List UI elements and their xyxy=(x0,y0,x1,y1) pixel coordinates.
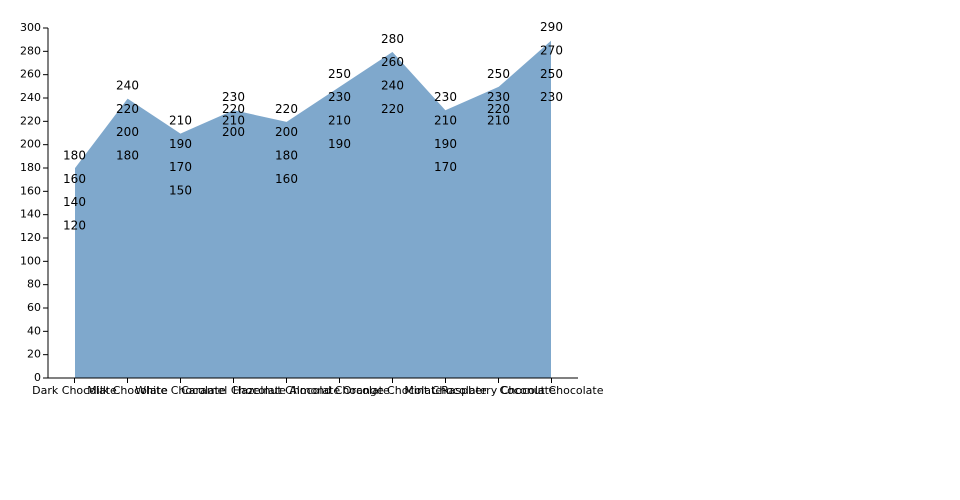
data-label: 250 xyxy=(487,67,510,81)
data-label: 180 xyxy=(63,149,86,163)
y-tick-label: 60 xyxy=(27,301,41,314)
data-label: 170 xyxy=(434,160,457,174)
data-label: 200 xyxy=(116,125,139,139)
data-label: 290 xyxy=(540,20,563,34)
x-tick-label: Caramel Chocolate xyxy=(181,384,286,397)
x-tick-label: White Chocolate xyxy=(135,384,226,397)
data-label: 120 xyxy=(63,219,86,233)
data-label: 140 xyxy=(63,195,86,209)
y-tick-label: 40 xyxy=(27,324,41,337)
y-tick-label: 120 xyxy=(20,231,41,244)
data-label: 190 xyxy=(434,137,457,151)
y-tick-label: 220 xyxy=(20,114,41,127)
y-tick-label: 240 xyxy=(20,91,41,104)
y-tick-label: 260 xyxy=(20,68,41,81)
data-label: 260 xyxy=(381,55,404,69)
data-label: 210 xyxy=(434,114,457,128)
data-label: 240 xyxy=(116,79,139,93)
x-tick-label: Milk Chocolate xyxy=(87,384,168,397)
area xyxy=(74,38,552,379)
data-label: 210 xyxy=(328,114,351,128)
data-label: 220 xyxy=(275,102,298,116)
data-label: 270 xyxy=(540,44,563,58)
data-label: 240 xyxy=(381,79,404,93)
y-tick-label: 80 xyxy=(27,278,41,291)
data-label: 230 xyxy=(222,90,245,104)
y-tick-label: 200 xyxy=(20,138,41,151)
data-label: 210 xyxy=(487,114,510,128)
x-tick-label: Orange Chocolate xyxy=(343,384,442,397)
data-label: 180 xyxy=(275,149,298,163)
data-label: 210 xyxy=(222,114,245,128)
y-tick-label: 0 xyxy=(34,371,41,384)
data-label: 180 xyxy=(116,149,139,163)
x-tick-label: Raspberry Chocolate xyxy=(441,384,556,397)
y-tick-label: 180 xyxy=(20,161,41,174)
data-label: 200 xyxy=(275,125,298,139)
data-label: 250 xyxy=(540,67,563,81)
x-tick-label: Coconut Chocolate xyxy=(500,384,604,397)
y-tick-label: 100 xyxy=(20,254,41,267)
x-tick-label: Mint Chocolate xyxy=(404,384,487,397)
data-label: 230 xyxy=(434,90,457,104)
data-label: 220 xyxy=(222,102,245,116)
y-tick-label: 20 xyxy=(27,348,41,361)
y-tick-label: 160 xyxy=(20,184,41,197)
data-label: 160 xyxy=(275,172,298,186)
data-label: 230 xyxy=(328,90,351,104)
data-label: 190 xyxy=(328,137,351,151)
data-label: 200 xyxy=(222,125,245,139)
data-label: 190 xyxy=(169,137,192,151)
data-label: 280 xyxy=(381,32,404,46)
y-tick-label: 300 xyxy=(20,21,41,34)
data-label: 170 xyxy=(169,160,192,174)
data-label: 220 xyxy=(487,102,510,116)
y-tick-label: 280 xyxy=(20,44,41,57)
data-label: 220 xyxy=(381,102,404,116)
data-label: 230 xyxy=(487,90,510,104)
data-label: 230 xyxy=(540,90,563,104)
data-label: 220 xyxy=(116,102,139,116)
data-label: 150 xyxy=(169,184,192,198)
x-tick-label: Hazelnut Chocolate xyxy=(233,384,341,397)
x-tick-label: Almond Chocolate xyxy=(289,384,390,397)
data-label: 210 xyxy=(169,114,192,128)
data-label: 250 xyxy=(328,67,351,81)
y-tick-label: 140 xyxy=(20,208,41,221)
data-label: 160 xyxy=(63,172,86,186)
x-tick-label: Dark Chocolate xyxy=(32,384,117,397)
